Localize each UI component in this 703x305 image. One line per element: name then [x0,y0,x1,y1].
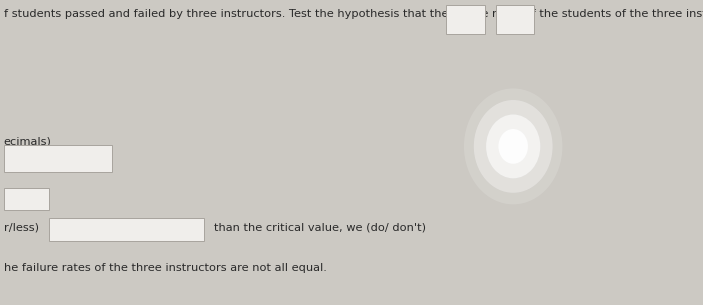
Text: r/less): r/less) [4,222,39,232]
Text: ecimals): ecimals) [4,137,51,147]
FancyBboxPatch shape [4,188,49,210]
Text: f students passed and failed by three instructors. Test the hypothesis that the : f students passed and failed by three in… [4,9,703,19]
Ellipse shape [498,129,528,164]
Text: than the critical value, we (do/ don't): than the critical value, we (do/ don't) [214,222,427,232]
FancyBboxPatch shape [496,5,534,34]
FancyBboxPatch shape [49,218,204,241]
Ellipse shape [474,100,553,193]
Ellipse shape [464,88,562,204]
FancyBboxPatch shape [446,5,485,34]
FancyBboxPatch shape [4,145,112,172]
Ellipse shape [486,115,540,178]
Text: he failure rates of the three instructors are not all equal.: he failure rates of the three instructor… [4,264,326,273]
